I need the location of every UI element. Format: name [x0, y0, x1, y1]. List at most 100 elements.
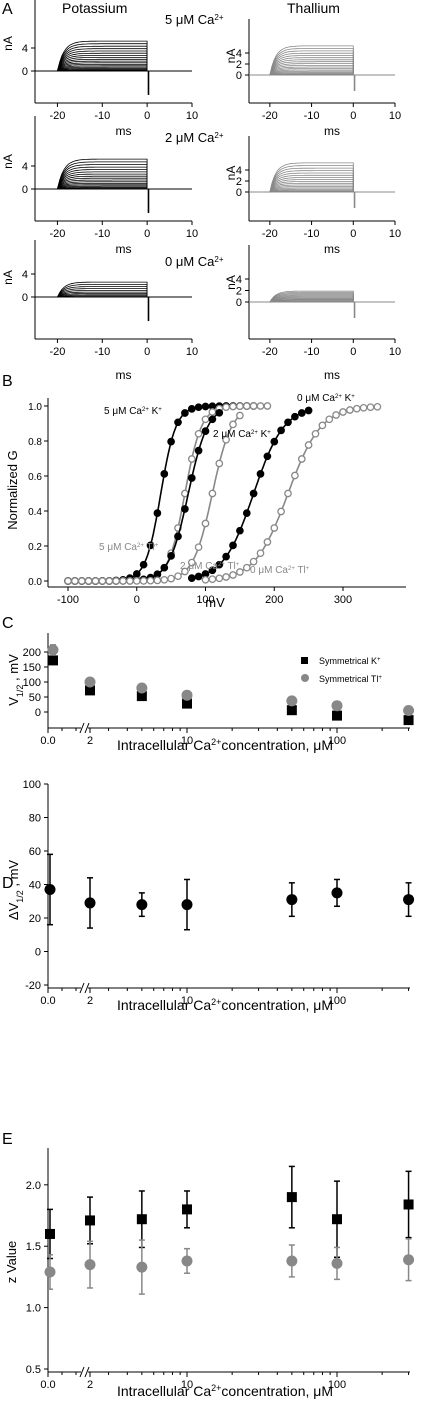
- current-trace: [57, 295, 148, 298]
- x-axis-label: ms: [116, 124, 132, 138]
- data-point-tl: [215, 574, 224, 583]
- current-trace: [57, 281, 148, 298]
- data-point-square: [85, 685, 95, 696]
- data-point-tl: [187, 558, 196, 567]
- data-point-tl: [187, 455, 196, 463]
- data-point-tl: [236, 568, 244, 576]
- y-tick-label: 60: [29, 846, 41, 858]
- data-point-tl: [297, 455, 306, 463]
- current-trace: [57, 48, 148, 72]
- data-point-tl: [284, 489, 292, 498]
- current-trace: [57, 58, 148, 72]
- data-point-tl: [112, 577, 120, 585]
- x-tick-label: 100: [328, 735, 346, 747]
- current-trace: [269, 59, 354, 76]
- data-point-tl: [291, 471, 299, 480]
- x-tick-label: 0: [350, 110, 356, 122]
- current-trace: [57, 179, 148, 190]
- data-point-tl: [201, 575, 210, 584]
- data-point-circle: [47, 644, 59, 656]
- y-tick-label: 4: [236, 274, 242, 286]
- y-tick-label: 4: [236, 165, 242, 177]
- y-tick-label: 150: [23, 662, 41, 674]
- current-trace: [269, 300, 354, 303]
- data-point-tl: [160, 575, 169, 584]
- data-point-square: [332, 710, 342, 721]
- x-tick-label: 100: [196, 594, 214, 606]
- data-point-k: [181, 409, 189, 417]
- z-value-chart: 0.0 2 10 100 0.5 1.0 1.5 2.0 z Value Intracellula…: [4, 1148, 415, 1399]
- data-point-tl: [105, 577, 114, 585]
- data-point-tl: [236, 402, 244, 411]
- data-point-k: [187, 574, 196, 582]
- data-point-k: [201, 427, 210, 435]
- data-point-tl: [119, 577, 127, 585]
- x-tick-label: 300: [334, 594, 352, 606]
- condition-label-2: 0 μM Ca2+: [165, 254, 224, 269]
- y-tick-label: 50: [29, 692, 41, 704]
- x-axis-label: Intracellular Ca2+concentration, μM: [117, 997, 333, 1013]
- y-tick-label: 4: [22, 161, 28, 173]
- data-point-square: [48, 655, 58, 666]
- current-trace: [269, 61, 354, 76]
- current-trace: [269, 70, 354, 76]
- current-trace: [269, 68, 354, 76]
- current-trace: [269, 72, 354, 76]
- y-axis-label: nA: [224, 275, 238, 290]
- data-point-tl: [139, 577, 148, 585]
- y-tick-label: 2: [236, 59, 242, 71]
- y-tick-label: 0.8: [28, 437, 42, 448]
- data-point-circle: [286, 894, 298, 906]
- axis-break: [79, 982, 85, 994]
- current-trace: [57, 169, 148, 190]
- x-tick-label: 10: [389, 228, 401, 240]
- data-point-square: [332, 1214, 342, 1225]
- data-point-tl: [256, 402, 265, 410]
- current-trace: [269, 299, 354, 303]
- data-point-circle: [286, 1255, 298, 1267]
- x-tick-label: 10: [389, 346, 401, 358]
- data-point-tl: [126, 577, 134, 585]
- trace-panel-k-0: -20 -10 0 10 0 4 nA ms: [1, 0, 198, 138]
- y-tick-label: 0.6: [28, 472, 42, 483]
- data-point-tl: [98, 577, 107, 585]
- current-trace: [57, 67, 148, 72]
- trace-panel-k-1: -20 -10 0 10 0 4 nA ms: [1, 116, 198, 256]
- current-trace: [57, 166, 148, 190]
- current-trace: [269, 69, 354, 76]
- x-tick-label: -20: [262, 346, 278, 358]
- y-tick-label: 0: [35, 947, 41, 959]
- data-point-k: [194, 572, 203, 581]
- x-tick-label: 10: [181, 1379, 193, 1391]
- current-trace: [269, 291, 354, 303]
- data-point-tl: [229, 420, 237, 429]
- y-tick-label: 0: [22, 292, 28, 304]
- current-trace: [57, 40, 148, 72]
- data-point-tl: [153, 576, 162, 585]
- column-title-thallium: Thallium: [287, 0, 340, 16]
- data-point-circle: [136, 682, 148, 694]
- data-point-tl: [208, 575, 217, 584]
- current-trace: [57, 286, 148, 298]
- data-point-circle: [286, 695, 298, 707]
- x-axis-label: ms: [116, 242, 132, 256]
- current-trace: [269, 65, 354, 76]
- data-point-tl: [201, 519, 210, 528]
- current-trace: [269, 174, 354, 193]
- current-trace: [57, 171, 148, 190]
- y-axis-label: z Value: [4, 1241, 19, 1283]
- condition-label-0: 5 μM Ca2+: [165, 12, 224, 27]
- curve-label-0: 5 μM Ca2+ K+: [104, 406, 162, 417]
- y-tick-label: 1.0: [28, 402, 42, 413]
- data-point-k: [160, 563, 169, 572]
- data-point-tl: [346, 406, 354, 414]
- legend-marker-k: [301, 657, 308, 664]
- x-tick-label: -20: [49, 346, 65, 358]
- data-point-square: [182, 1204, 192, 1215]
- x-tick-label: -10: [94, 346, 110, 358]
- data-point-circle: [403, 1254, 415, 1266]
- current-trace: [269, 45, 354, 76]
- data-point-tl: [242, 563, 251, 572]
- fit-curve-tl-3: [68, 414, 241, 582]
